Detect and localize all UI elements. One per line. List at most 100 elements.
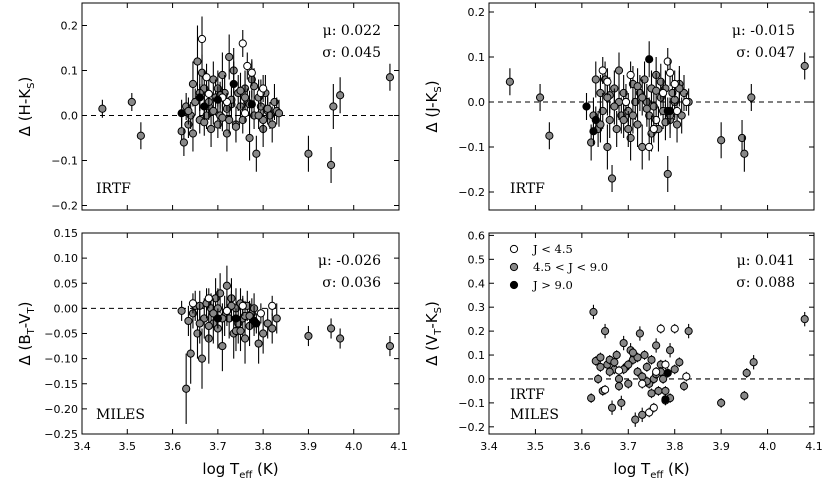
data-point-mid	[647, 355, 656, 364]
data-point-mid	[236, 86, 245, 95]
x-tick-label: 3.5	[119, 440, 137, 453]
data-point-mid	[329, 102, 338, 111]
data-point-mid	[717, 398, 726, 407]
data-layer	[505, 41, 809, 192]
data-point-bright	[600, 385, 610, 394]
data-point-mid	[675, 358, 684, 367]
y-tick-label: −0.05	[44, 328, 78, 341]
data-point-mid	[186, 349, 195, 358]
x-tick-label: 3.4	[73, 440, 91, 453]
y-axis-label: Δ (H-KS)	[16, 77, 37, 137]
data-point-mid	[204, 321, 213, 331]
data-point-mid	[209, 309, 218, 318]
data-point-mid	[179, 138, 188, 147]
plot-frame	[488, 232, 815, 435]
data-point-bright	[197, 34, 207, 44]
data-point-mid	[612, 124, 621, 134]
data-point-mid	[259, 329, 268, 338]
y-tick-label: 0.2	[61, 20, 79, 33]
data-point-mid	[642, 362, 651, 372]
data-point-mid	[304, 331, 313, 341]
data-point-bright	[256, 309, 265, 318]
data-point-mid	[635, 329, 644, 338]
data-point-mid	[617, 398, 626, 407]
data-point-bright	[652, 367, 661, 376]
data-point-mid	[225, 52, 234, 62]
panel-jk: 0.2 0.1 0.0 −0.1 −0.2 μ: -0.015 σ: 0.047 IRTF Δ …	[423, 2, 815, 211]
data-point-faint	[582, 102, 591, 111]
data-point-mid	[800, 61, 809, 71]
data-point-bright	[645, 142, 654, 152]
data-point-mid	[263, 319, 272, 328]
data-point-bright	[649, 403, 658, 412]
data-point-bright	[188, 299, 198, 308]
data-point-mid	[184, 316, 193, 326]
y-tick-label: 0.10	[54, 252, 79, 265]
data-point-bright	[621, 97, 631, 107]
data-point-faint	[213, 95, 222, 104]
data-point-mid	[679, 382, 689, 391]
data-point-mid	[605, 115, 614, 125]
data-point-faint	[231, 314, 241, 323]
data-point-mid	[661, 386, 670, 396]
data-point-mid	[252, 149, 261, 158]
y-tick-label: −0.2	[51, 200, 78, 213]
data-layer	[587, 304, 809, 427]
data-point-mid	[535, 93, 545, 102]
y-tick-label: 0.1	[468, 349, 486, 362]
data-point-mid	[605, 367, 614, 376]
plot-frame	[488, 2, 815, 211]
data-point-mid	[603, 142, 612, 152]
y-tick-label: 0.0	[61, 110, 79, 123]
data-point-bright	[670, 324, 679, 333]
data-point-mid	[672, 120, 682, 129]
x-tick-label: 3.6	[573, 440, 591, 453]
panel-btvt: 0.15 0.10 0.05 0.00 −0.05 −0.10 −0.15 −0.20 −0.2…	[16, 227, 408, 481]
data-point-bright	[661, 360, 670, 369]
x-tick-label: 3.9	[712, 440, 730, 453]
x-tick-label: 4.0	[759, 440, 777, 453]
y-tick-label: 0.05	[54, 277, 79, 290]
y-tick-label: −0.15	[44, 378, 78, 391]
x-tick-label: 3.9	[300, 440, 318, 453]
legend-marker	[509, 280, 519, 290]
data-point-mid	[240, 93, 250, 102]
data-point-faint	[200, 102, 209, 111]
data-point-mid	[614, 382, 624, 391]
y-tick-label: 0.3	[468, 301, 486, 314]
data-layer	[177, 265, 395, 424]
mean-label: μ: -0.026	[318, 253, 381, 269]
x-axis-label: log Teff (K)	[202, 460, 278, 481]
data-point-faint	[229, 79, 238, 89]
data-point-mid	[654, 386, 663, 396]
y-tick-label: −0.20	[44, 403, 78, 416]
data-point-mid	[98, 104, 107, 113]
data-point-mid	[589, 307, 598, 317]
data-point-mid	[263, 104, 272, 113]
data-point-bright	[649, 124, 658, 134]
data-point-bright	[614, 366, 624, 375]
y-tick-label: −0.1	[51, 155, 78, 168]
data-point-bright	[222, 306, 232, 315]
data-point-bright	[665, 68, 675, 77]
y-tick-label: 0.6	[468, 229, 486, 242]
data-point-mid	[800, 315, 809, 324]
data-point-bright	[247, 68, 256, 77]
data-point-mid	[127, 97, 136, 107]
data-point-mid	[614, 66, 624, 75]
x-tick-label: 3.7	[209, 440, 227, 453]
data-point-mid	[245, 311, 254, 321]
sample-tag: IRTF	[96, 181, 131, 197]
data-point-mid	[631, 415, 640, 424]
data-point-mid	[218, 113, 227, 122]
data-point-mid	[227, 301, 236, 310]
x-tick-label: 3.7	[620, 440, 638, 453]
data-point-mid	[628, 111, 638, 120]
data-point-mid	[268, 120, 277, 129]
mean-label: μ: 0.022	[323, 23, 381, 39]
y-tick-label: 0.2	[468, 6, 486, 19]
y-tick-label: −0.25	[44, 428, 78, 441]
data-point-bright	[268, 301, 277, 310]
data-point-mid	[638, 410, 647, 419]
